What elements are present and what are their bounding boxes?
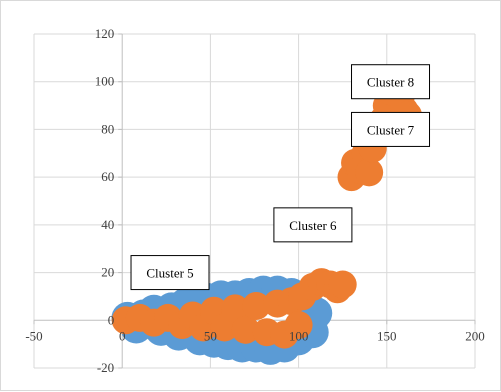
- annotation-layer: Cluster 5 Cluster 6 Cluster 7 Cluster 8: [130, 64, 431, 291]
- annotation-8: Cluster 8: [351, 64, 431, 100]
- y-tick-label: 120: [95, 26, 115, 41]
- y-tick-label: 80: [101, 121, 114, 136]
- data-point: [284, 311, 313, 340]
- x-tick-label: 100: [289, 328, 309, 343]
- x-tick-label: -50: [25, 328, 42, 343]
- x-tick-label: 0: [119, 328, 126, 343]
- y-tick-label: 40: [101, 217, 114, 232]
- annotation-5: Cluster 5: [130, 255, 210, 291]
- tick-label-layer: -20 0 20 40 60 80 100 120 -50 0 50 100 150 200: [25, 26, 484, 375]
- x-tick-label: 150: [377, 328, 397, 343]
- x-tick-label: 50: [204, 328, 217, 343]
- data-point: [328, 270, 357, 299]
- annotation-label: Cluster 6: [289, 218, 337, 233]
- annotation-7: Cluster 7: [351, 111, 431, 147]
- annotation-box: [273, 207, 353, 243]
- y-tick-label: 20: [101, 265, 114, 280]
- annotation-label: Cluster 7: [367, 122, 415, 137]
- y-tick-label: 60: [101, 169, 114, 184]
- annotation-box: [351, 111, 431, 147]
- y-tick-label: -20: [97, 360, 114, 375]
- data-point: [242, 291, 271, 320]
- data-point: [355, 158, 384, 187]
- x-tick-label: 200: [465, 328, 485, 343]
- annotation-label: Cluster 8: [367, 75, 414, 90]
- y-tick-label: 100: [95, 74, 115, 89]
- annotation-6: Cluster 6: [273, 207, 353, 243]
- annotation-box: [351, 64, 431, 100]
- annotation-label: Cluster 5: [146, 266, 193, 281]
- annotation-box: [130, 255, 210, 291]
- data-point: [221, 294, 250, 323]
- data-point: [231, 315, 260, 344]
- y-tick-label: 0: [108, 312, 115, 327]
